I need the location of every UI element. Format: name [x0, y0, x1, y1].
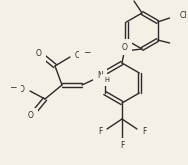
Text: Cl: Cl	[180, 11, 187, 19]
Text: F: F	[142, 127, 146, 135]
Text: N: N	[97, 71, 103, 81]
Text: O: O	[19, 85, 25, 95]
Text: O: O	[28, 112, 34, 120]
Text: F: F	[120, 142, 124, 150]
Text: −: −	[83, 48, 91, 56]
Text: F: F	[98, 127, 102, 135]
Text: O: O	[75, 50, 81, 60]
Text: −: −	[9, 82, 17, 92]
Text: O: O	[122, 43, 128, 51]
Text: O: O	[36, 50, 42, 59]
Text: H: H	[105, 77, 109, 83]
